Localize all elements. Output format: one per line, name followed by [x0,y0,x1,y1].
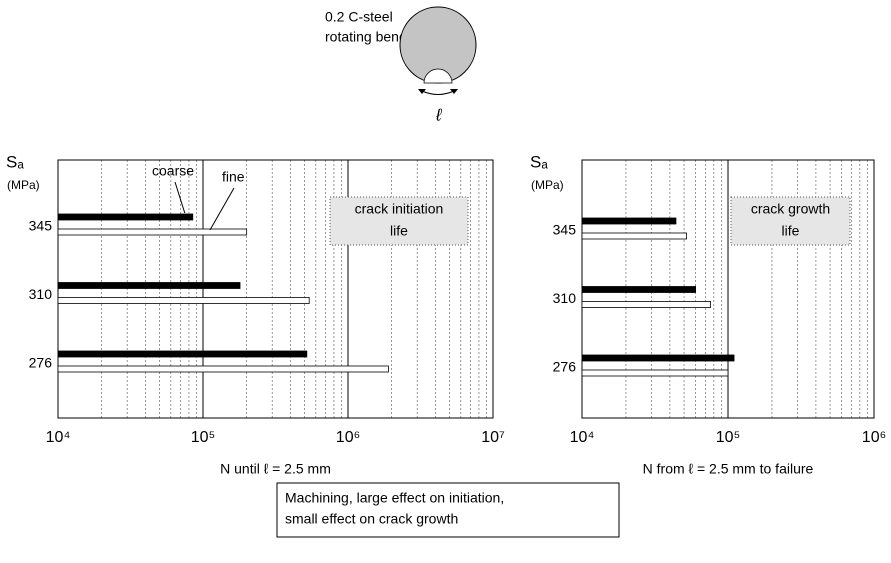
y-tick-label: 345 [553,222,577,238]
y-tick-label: 310 [29,286,53,302]
x-tick-label: 10⁷ [481,429,505,446]
bar [57,213,194,221]
x-axis-label: N from ℓ = 2.5 mm to failure [643,461,814,477]
y-tick-label: 345 [29,218,53,234]
length-symbol: ℓ [435,105,442,124]
y-tick-label: 276 [553,359,577,375]
annotation-box [730,196,851,246]
bar [581,232,687,240]
bar [581,301,711,308]
bar [581,369,729,377]
bar [57,297,310,304]
bar [581,217,677,225]
x-axis-label: N until ℓ = 2.5 mm [220,461,331,477]
legend-arrow [209,187,235,231]
legend-label: fine [222,169,245,185]
title-line: 0.2 C-steel [325,9,393,25]
x-tick-label: 10⁶ [336,429,360,446]
y-tick-label: 276 [29,355,53,371]
caption-line: small effect on crack growth [285,511,458,527]
caption-box [276,482,620,538]
y-axis-label: Sₐ [6,152,24,171]
legend-arrow [174,181,186,214]
bar [581,286,697,293]
annotation-text: life [782,223,800,239]
x-tick-label: 10⁵ [191,429,215,446]
bar [57,228,248,236]
specimen-icon [399,6,477,95]
caption-line: Machining, large effect on initiation, [285,490,504,506]
x-tick-label: 10⁵ [716,429,740,446]
bar [57,282,241,289]
x-tick-label: 10⁴ [46,429,71,446]
y-axis-unit: (MPa) [531,178,564,192]
annotation-text: crack initiation [355,201,444,217]
x-tick-label: 10⁶ [862,429,886,446]
bar [57,350,308,358]
annotation-text: crack growth [751,201,830,217]
bar [57,365,389,373]
x-tick-label: 10⁴ [570,429,595,446]
y-axis-label: Sₐ [530,152,548,171]
y-tick-label: 310 [553,290,577,306]
annotation-box [329,196,469,246]
bar [581,354,735,362]
legend-label: coarse [152,163,194,179]
plot-frame [57,159,494,419]
y-axis-unit: (MPa) [7,178,40,192]
annotation-text: life [390,223,408,239]
